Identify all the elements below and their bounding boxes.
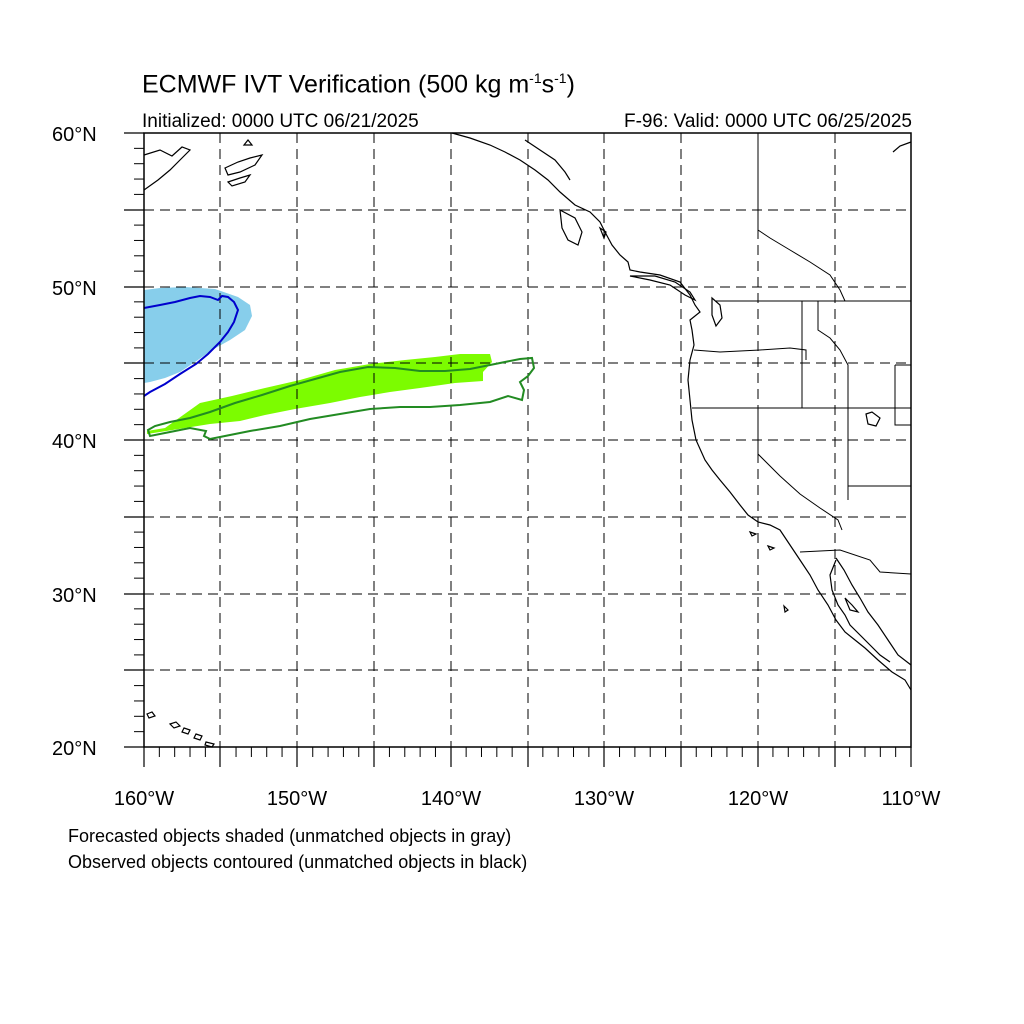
observed-contour-green xyxy=(146,356,536,441)
political-borders xyxy=(692,133,912,575)
title-prefix: ECMWF IVT Verification (500 kg m xyxy=(142,70,530,99)
coastlines xyxy=(143,132,912,748)
title-mid: s xyxy=(541,70,555,99)
forecast-object-green xyxy=(147,354,492,434)
lat-label-60n: 60°N xyxy=(52,124,97,146)
lat-label-20n: 20°N xyxy=(52,738,97,760)
title-suffix: ) xyxy=(566,70,575,99)
forecast-object-blue xyxy=(144,287,252,383)
lat-label-50n: 50°N xyxy=(52,278,97,300)
graticule xyxy=(144,133,911,747)
lat-label-40n: 40°N xyxy=(52,431,97,453)
note-forecast: Forecasted objects shaded (unmatched obj… xyxy=(68,826,512,846)
title-exponent-2: -1 xyxy=(554,70,567,86)
minor-tick-marks xyxy=(134,147,897,757)
lon-label-120w: 120°W xyxy=(728,788,788,810)
lon-label-140w: 140°W xyxy=(421,788,481,810)
title-exponent-1: -1 xyxy=(529,70,542,86)
chart-title: ECMWF IVT Verification (500 kg m-1s-1) xyxy=(142,70,575,99)
valid-label: F-96: Valid: 0000 UTC 06/25/2025 xyxy=(624,111,912,132)
lon-label-150w: 150°W xyxy=(267,788,327,810)
note-observed: Observed objects contoured (unmatched ob… xyxy=(68,852,528,872)
lat-label-30n: 30°N xyxy=(52,585,97,607)
observed-contour-blue xyxy=(143,294,240,397)
lon-label-110w: 110°W xyxy=(882,788,941,810)
tick-marks xyxy=(124,132,912,767)
initialized-label: Initialized: 0000 UTC 06/21/2025 xyxy=(142,111,419,132)
lon-label-130w: 130°W xyxy=(574,788,634,810)
lon-label-160w: 160°W xyxy=(114,788,174,810)
